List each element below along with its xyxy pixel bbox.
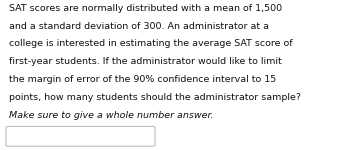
Text: and a standard deviation of 300. An administrator at a: and a standard deviation of 300. An admi… [9, 22, 269, 31]
Text: the margin of error of the 90% confidence interval to 15: the margin of error of the 90% confidenc… [9, 75, 276, 84]
Text: Make sure to give a whole number answer.: Make sure to give a whole number answer. [9, 111, 213, 120]
Text: college is interested in estimating the average SAT score of: college is interested in estimating the … [9, 39, 292, 48]
FancyBboxPatch shape [6, 126, 155, 146]
Text: SAT scores are normally distributed with a mean of 1,500: SAT scores are normally distributed with… [9, 4, 282, 13]
Text: first-year students. If the administrator would like to limit: first-year students. If the administrato… [9, 57, 281, 66]
Text: points, how many students should the administrator sample?: points, how many students should the adm… [9, 93, 301, 102]
